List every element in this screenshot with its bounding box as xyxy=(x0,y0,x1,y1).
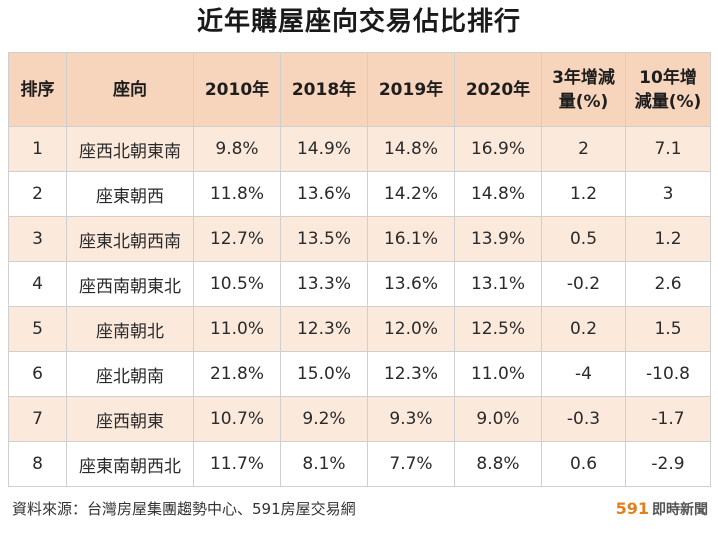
change-10yr-cell: 1.5 xyxy=(625,306,711,352)
column-header-line: 2018年 xyxy=(291,79,357,100)
rank-cell: 3 xyxy=(8,216,67,262)
table-row: 8 座東南朝西北 11.7% 8.1% 7.7% 8.8% 0.6 -2.9 xyxy=(8,441,711,487)
rank-cell: 7 xyxy=(8,396,67,442)
table-row: 3 座東北朝西南 12.7% 13.5% 16.1% 13.9% 0.5 1.2 xyxy=(8,216,711,262)
orientation-cell: 座西北朝東南 xyxy=(66,126,194,172)
share-2019-cell: 14.8% xyxy=(367,126,455,172)
share-2010-cell: 9.8% xyxy=(193,126,281,172)
share-2018-cell: 12.3% xyxy=(280,306,368,352)
column-header-line: 座向 xyxy=(113,79,147,100)
orientation-cell: 座西朝東 xyxy=(66,396,194,442)
share-2010-cell: 11.7% xyxy=(193,441,281,487)
column-header-line: 量(%) xyxy=(558,91,609,112)
share-2018-cell: 13.6% xyxy=(280,171,368,217)
orientation-cell: 座西南朝東北 xyxy=(66,261,194,307)
rank-cell: 6 xyxy=(8,351,67,397)
column-header: 2010年 xyxy=(193,52,281,127)
share-2010-cell: 21.8% xyxy=(193,351,281,397)
share-2019-cell: 13.6% xyxy=(367,261,455,307)
change-3yr-cell: 2 xyxy=(541,126,626,172)
page-title: 近年購屋座向交易佔比排行 xyxy=(196,7,521,37)
logo-text: 即時新聞 xyxy=(652,502,708,518)
share-2020-cell: 11.0% xyxy=(454,351,542,397)
column-header-line: 2010年 xyxy=(204,79,270,100)
column-header-line: 2020年 xyxy=(465,79,531,100)
rank-cell: 8 xyxy=(8,441,67,487)
share-2010-cell: 12.7% xyxy=(193,216,281,262)
change-10yr-cell: 3 xyxy=(625,171,711,217)
column-header: 2018年 xyxy=(280,52,368,127)
share-2019-cell: 7.7% xyxy=(367,441,455,487)
table-row: 2 座東朝西 11.8% 13.6% 14.2% 14.8% 1.2 3 xyxy=(8,171,711,217)
share-2020-cell: 8.8% xyxy=(454,441,542,487)
share-2010-cell: 10.7% xyxy=(193,396,281,442)
change-3yr-cell: 1.2 xyxy=(541,171,626,217)
change-10yr-cell: -1.7 xyxy=(625,396,711,442)
table-row: 1 座西北朝東南 9.8% 14.9% 14.8% 16.9% 2 7.1 xyxy=(8,126,711,172)
share-2018-cell: 8.1% xyxy=(280,441,368,487)
share-2018-cell: 13.5% xyxy=(280,216,368,262)
column-header: 座向 xyxy=(66,52,194,127)
table-row: 4 座西南朝東北 10.5% 13.3% 13.6% 13.1% -0.2 2.6 xyxy=(8,261,711,307)
change-10yr-cell: -2.9 xyxy=(625,441,711,487)
share-2019-cell: 9.3% xyxy=(367,396,455,442)
share-2019-cell: 16.1% xyxy=(367,216,455,262)
column-header-line: 排序 xyxy=(20,79,55,100)
orientation-cell: 座南朝北 xyxy=(66,306,194,352)
change-3yr-cell: -4 xyxy=(541,351,626,397)
change-10yr-cell: -10.8 xyxy=(625,351,711,397)
rank-cell: 4 xyxy=(8,261,67,307)
change-3yr-cell: 0.6 xyxy=(541,441,626,487)
column-header: 2019年 xyxy=(367,52,455,127)
column-header-line: 10年增 xyxy=(639,67,697,88)
rank-cell: 1 xyxy=(8,126,67,172)
share-2019-cell: 14.2% xyxy=(367,171,455,217)
share-2020-cell: 14.8% xyxy=(454,171,542,217)
share-2018-cell: 15.0% xyxy=(280,351,368,397)
share-2019-cell: 12.0% xyxy=(367,306,455,352)
change-3yr-cell: 0.2 xyxy=(541,306,626,352)
table-row: 7 座西朝東 10.7% 9.2% 9.3% 9.0% -0.3 -1.7 xyxy=(8,396,711,442)
share-2020-cell: 12.5% xyxy=(454,306,542,352)
share-2010-cell: 11.0% xyxy=(193,306,281,352)
column-header-line: 2019年 xyxy=(378,79,444,100)
logo-number: 591 xyxy=(615,499,649,518)
table-header-row: 排序 座向 2010年 2018年 2019年 2020年 3年增減 量(%) 10年增 減量(%… xyxy=(8,52,711,127)
change-3yr-cell: -0.2 xyxy=(541,261,626,307)
share-2020-cell: 9.0% xyxy=(454,396,542,442)
news-logo: 591 即時新聞 xyxy=(616,499,708,520)
column-header: 10年增減量(%) xyxy=(625,52,711,127)
orientation-ranking-table: 排序 座向 2010年 2018年 2019年 2020年 3年增減 量(%) 10年增 減量(%… xyxy=(8,52,711,487)
change-10yr-cell: 2.6 xyxy=(625,261,711,307)
column-header-line: 減量(%) xyxy=(634,91,702,112)
share-2010-cell: 10.5% xyxy=(193,261,281,307)
share-2020-cell: 13.9% xyxy=(454,216,542,262)
share-2010-cell: 11.8% xyxy=(193,171,281,217)
share-2018-cell: 13.3% xyxy=(280,261,368,307)
change-3yr-cell: -0.3 xyxy=(541,396,626,442)
table-body: 1 座西北朝東南 9.8% 14.9% 14.8% 16.9% 2 7.1 2 座東朝西 11.8%… xyxy=(8,126,711,487)
change-3yr-cell: 0.5 xyxy=(541,216,626,262)
orientation-cell: 座東北朝西南 xyxy=(66,216,194,262)
orientation-cell: 座北朝南 xyxy=(66,351,194,397)
column-header-line: 3年增減 xyxy=(552,67,615,88)
rank-cell: 2 xyxy=(8,171,67,217)
share-2018-cell: 9.2% xyxy=(280,396,368,442)
orientation-cell: 座東朝西 xyxy=(66,171,194,217)
column-header: 排序 xyxy=(8,52,67,127)
rank-cell: 5 xyxy=(8,306,67,352)
source-note: 資料來源：台灣房屋集團趨勢中心、591房屋交易網 xyxy=(12,500,356,518)
column-header: 2020年 xyxy=(454,52,542,127)
column-header: 3年增減量(%) xyxy=(541,52,626,127)
change-10yr-cell: 7.1 xyxy=(625,126,711,172)
orientation-cell: 座東南朝西北 xyxy=(66,441,194,487)
change-10yr-cell: 1.2 xyxy=(625,216,711,262)
share-2020-cell: 13.1% xyxy=(454,261,542,307)
share-2020-cell: 16.9% xyxy=(454,126,542,172)
share-2019-cell: 12.3% xyxy=(367,351,455,397)
share-2018-cell: 14.9% xyxy=(280,126,368,172)
table-row: 6 座北朝南 21.8% 15.0% 12.3% 11.0% -4 -10.8 xyxy=(8,351,711,397)
table-row: 5 座南朝北 11.0% 12.3% 12.0% 12.5% 0.2 1.5 xyxy=(8,306,711,352)
